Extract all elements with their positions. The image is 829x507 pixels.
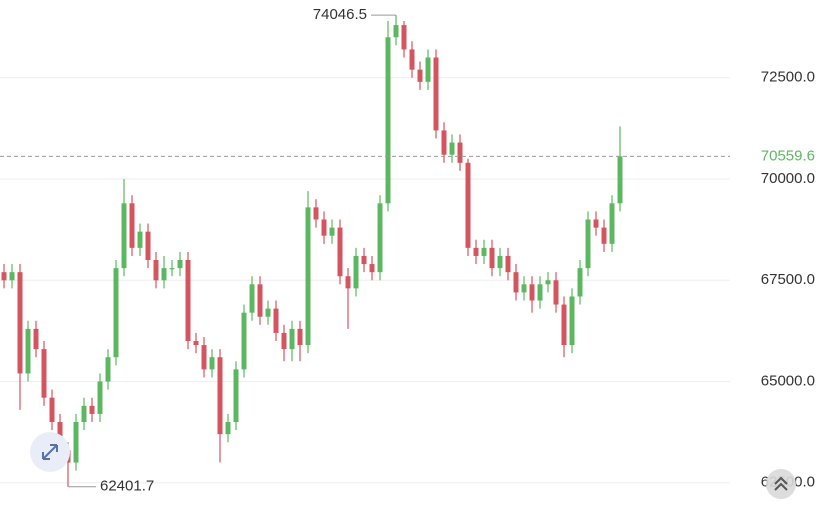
candle-body <box>121 203 127 269</box>
candle-body <box>529 284 535 301</box>
candle-body <box>497 255 503 269</box>
candle-body <box>417 69 423 82</box>
candle-body <box>601 227 607 244</box>
candle-body <box>289 328 295 350</box>
candle-body <box>1 272 7 281</box>
candle-body <box>585 219 591 269</box>
candle-body <box>465 162 471 248</box>
candle-body <box>105 357 111 382</box>
candle-body <box>185 260 191 342</box>
candle-body <box>89 405 95 414</box>
candle-body <box>393 25 399 38</box>
candle-body <box>401 25 407 50</box>
candle-body <box>361 255 367 265</box>
y-tick-label: 67500.0 <box>761 271 815 288</box>
candle-body <box>577 268 583 297</box>
candle-body <box>281 332 287 350</box>
candle-body <box>297 328 303 346</box>
candle-body <box>593 219 599 228</box>
candle-body <box>561 304 567 346</box>
candle-body <box>617 156 623 204</box>
candle-body <box>505 255 511 273</box>
y-tick-label: 72500.0 <box>761 69 815 86</box>
candle-body <box>193 341 199 346</box>
candle-body <box>513 272 519 293</box>
candle-body <box>233 369 239 423</box>
candle-body <box>481 247 487 256</box>
candle-body <box>305 207 311 346</box>
candle-body <box>153 260 159 281</box>
candle-body <box>9 272 15 281</box>
candle-body <box>17 272 23 374</box>
max-label: 74046.5 <box>313 6 367 23</box>
candle-body <box>97 381 103 414</box>
candle-body <box>201 345 207 370</box>
candle-body <box>521 284 527 293</box>
candle-body <box>473 247 479 256</box>
candle-body <box>313 207 319 220</box>
zoom-icon <box>42 444 58 460</box>
candle-body <box>241 312 247 370</box>
candle-body <box>329 227 335 236</box>
candle-body <box>409 49 415 70</box>
candle-body <box>377 203 383 273</box>
candle-body <box>161 268 167 281</box>
candle-body <box>369 264 375 273</box>
candle-body <box>209 357 215 370</box>
candle-body <box>265 308 271 317</box>
min-label: 62401.7 <box>100 478 154 495</box>
candle-body <box>457 142 463 163</box>
candle-body <box>385 37 391 204</box>
candle-body <box>49 397 55 423</box>
candle-body <box>441 130 447 155</box>
candle-body <box>257 284 263 317</box>
candle-body <box>545 280 551 285</box>
candle-body <box>41 349 47 398</box>
candle-body <box>81 405 87 423</box>
candle-body <box>321 219 327 236</box>
candle-body <box>217 357 223 435</box>
candle-body <box>73 422 79 463</box>
candle-body <box>553 280 559 305</box>
candle-body <box>337 227 343 277</box>
candle-body <box>537 284 543 301</box>
candle-body <box>145 231 151 261</box>
candle-body <box>177 260 183 269</box>
y-tick-label: 65000.0 <box>761 372 815 389</box>
scroll-icon <box>774 476 788 491</box>
candle-body <box>113 268 119 358</box>
y-tick-label: 70000.0 <box>761 170 815 187</box>
candle-body <box>433 57 439 131</box>
candle-body <box>425 57 431 82</box>
candle-body <box>609 203 615 244</box>
candle-body <box>345 276 351 289</box>
candle-body <box>569 296 575 346</box>
candle-body <box>33 328 39 350</box>
candle-body <box>489 247 495 269</box>
candle-body <box>169 268 175 270</box>
candle-body <box>129 203 135 248</box>
candle-body <box>225 422 231 435</box>
candle-body <box>25 328 31 374</box>
candle-body <box>137 231 143 248</box>
candle-body <box>353 255 359 289</box>
candle-body <box>249 284 255 313</box>
candle-body <box>449 142 455 155</box>
last-price-label: 70559.6 <box>761 147 815 164</box>
candle-body <box>273 308 279 333</box>
